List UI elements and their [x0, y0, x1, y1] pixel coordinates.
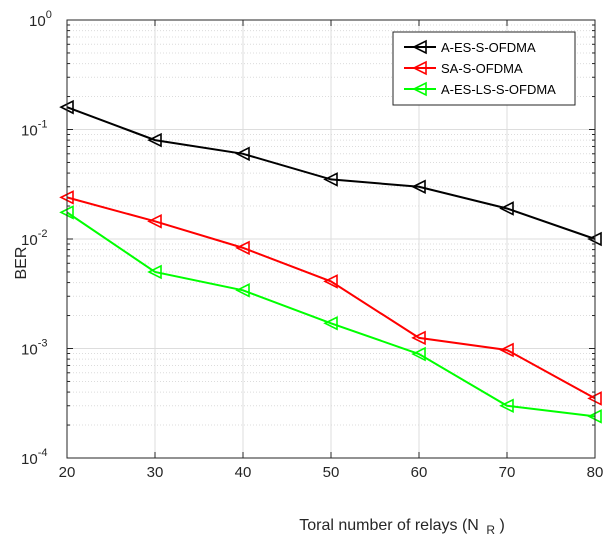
- grid-lines: [66, 19, 596, 459]
- y-tick-label-base: 10: [21, 342, 38, 359]
- legend-swatch-marker: [412, 39, 427, 55]
- legend: A-ES-S-OFDMA SA-S-OFDMA A-ES-LS-S-OFDMA: [392, 31, 576, 106]
- y-tick-label-exponent: -1: [38, 119, 48, 131]
- x-tick-label: 60: [411, 464, 428, 481]
- axis-ticks: [66, 19, 596, 459]
- y-tick-label-base: 10: [21, 232, 38, 249]
- y-tick-label: 100: [29, 9, 52, 30]
- x-tick-label: 50: [323, 464, 340, 481]
- series-line: [66, 196, 596, 400]
- legend-swatch-marker: [412, 81, 427, 97]
- series-line: [66, 211, 596, 418]
- x-axis-label: Toral number of relays (N R ): [299, 517, 505, 538]
- y-tick-label: 10-4: [21, 447, 47, 468]
- data-point-marker: [499, 398, 514, 414]
- data-point-marker: [499, 201, 514, 216]
- x-axis-label-main: Toral number of relays (N: [299, 517, 479, 534]
- data-point-marker: [411, 346, 426, 362]
- x-tick-label: 30: [147, 464, 164, 481]
- y-tick-label-exponent: -4: [38, 447, 48, 459]
- x-axis-label-subscript: R: [486, 523, 495, 537]
- y-tick-label-exponent: -2: [38, 228, 48, 240]
- data-point-marker: [147, 264, 162, 280]
- data-point-marker: [235, 146, 250, 162]
- legend-entry-label: SA-S-OFDMA: [441, 61, 523, 76]
- series-line: [66, 106, 596, 240]
- y-tick-label: 10-1: [21, 119, 47, 140]
- y-tick-label-base: 10: [21, 123, 38, 140]
- data-point-marker: [235, 240, 250, 256]
- x-tick-label: 20: [59, 464, 76, 481]
- data-point-marker: [147, 132, 162, 148]
- data-point-marker: [235, 283, 250, 298]
- x-tick-label: 40: [235, 464, 252, 481]
- legend-swatch-marker: [412, 60, 427, 76]
- y-tick-label-base: 10: [21, 451, 38, 468]
- x-tick-label: 70: [499, 464, 516, 481]
- y-tick-label: 10-3: [21, 338, 47, 359]
- data-point-marker: [411, 330, 426, 346]
- data-point-marker: [499, 342, 514, 358]
- data-point-marker: [411, 179, 426, 195]
- y-axis-label: BER: [13, 247, 30, 280]
- x-tick-label: 80: [587, 464, 604, 481]
- y-tick-label-exponent: -3: [38, 338, 48, 350]
- y-tick-label-exponent: 0: [46, 9, 52, 21]
- data-point-marker: [323, 315, 338, 331]
- y-tick-label-base: 10: [29, 13, 46, 30]
- data-point-marker: [323, 172, 338, 187]
- legend-entry-label: A-ES-S-OFDMA: [441, 40, 536, 55]
- x-axis-label-close: ): [499, 517, 504, 534]
- legend-entry-label: A-ES-LS-S-OFDMA: [441, 82, 556, 97]
- data-point-marker: [323, 274, 338, 289]
- data-point-marker: [147, 214, 162, 229]
- y-tick-label: 10-2: [21, 228, 47, 249]
